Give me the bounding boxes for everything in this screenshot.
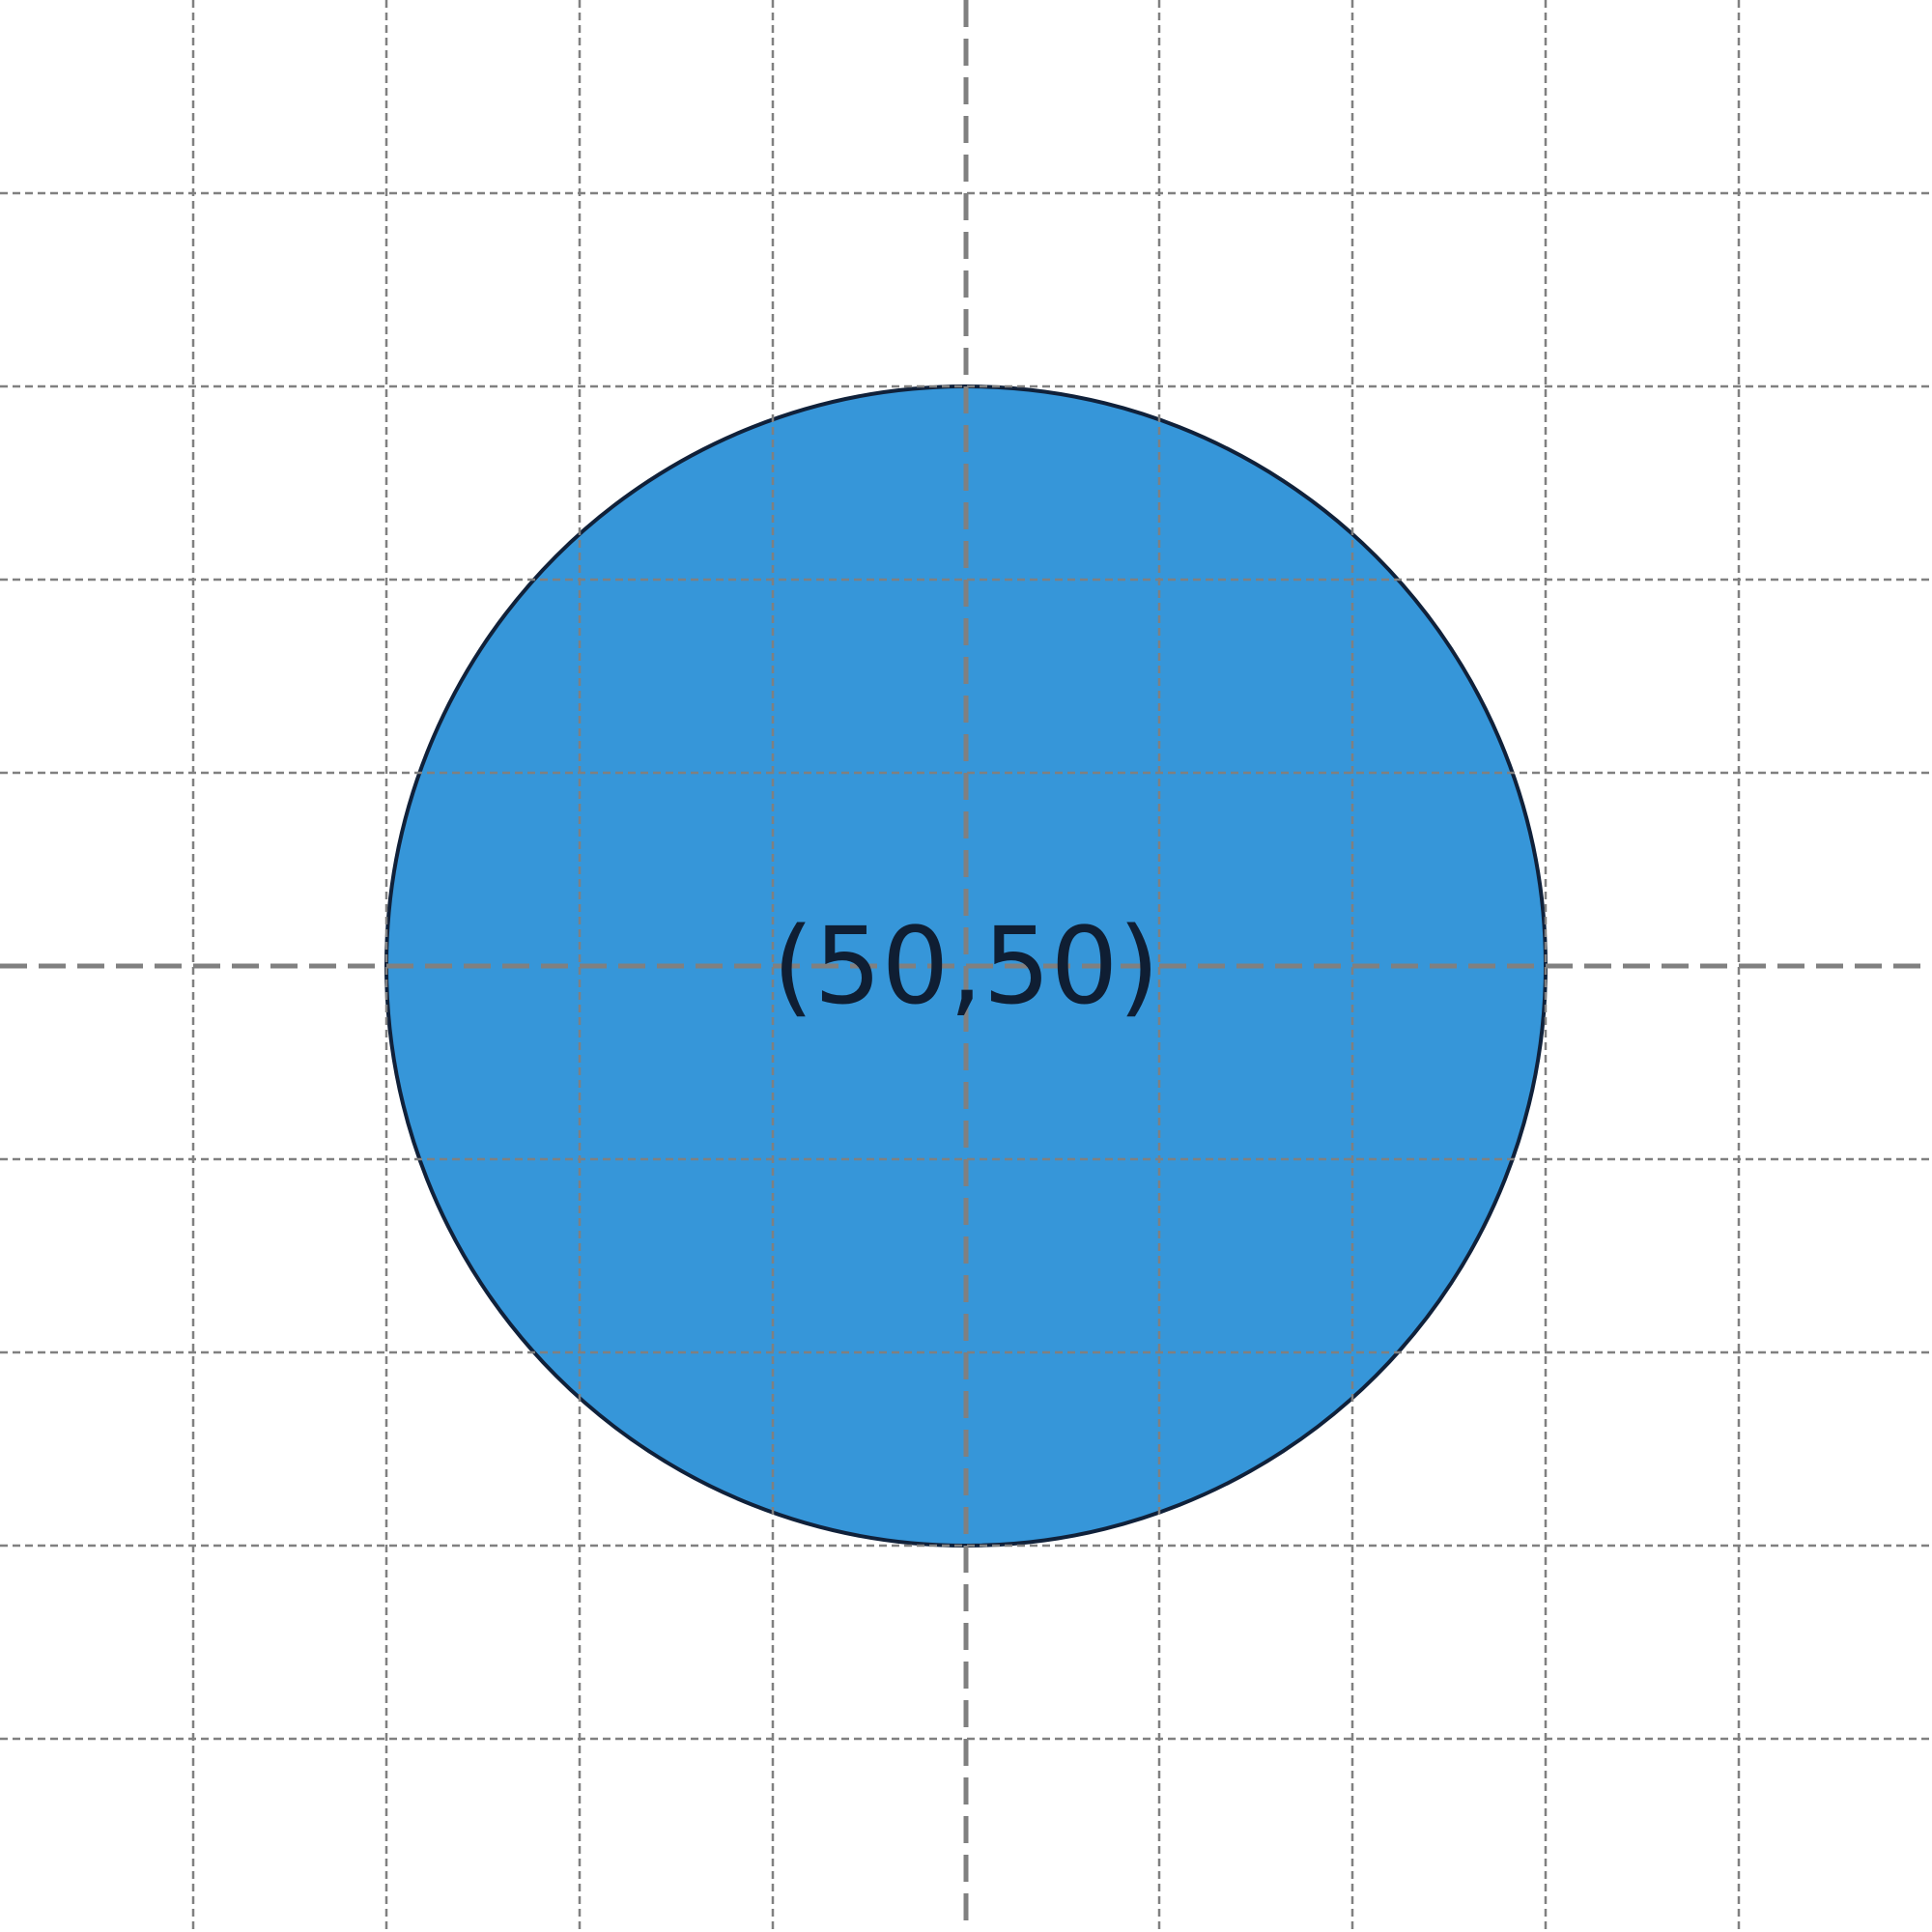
circle-center-label: (50,50) xyxy=(773,904,1160,1028)
